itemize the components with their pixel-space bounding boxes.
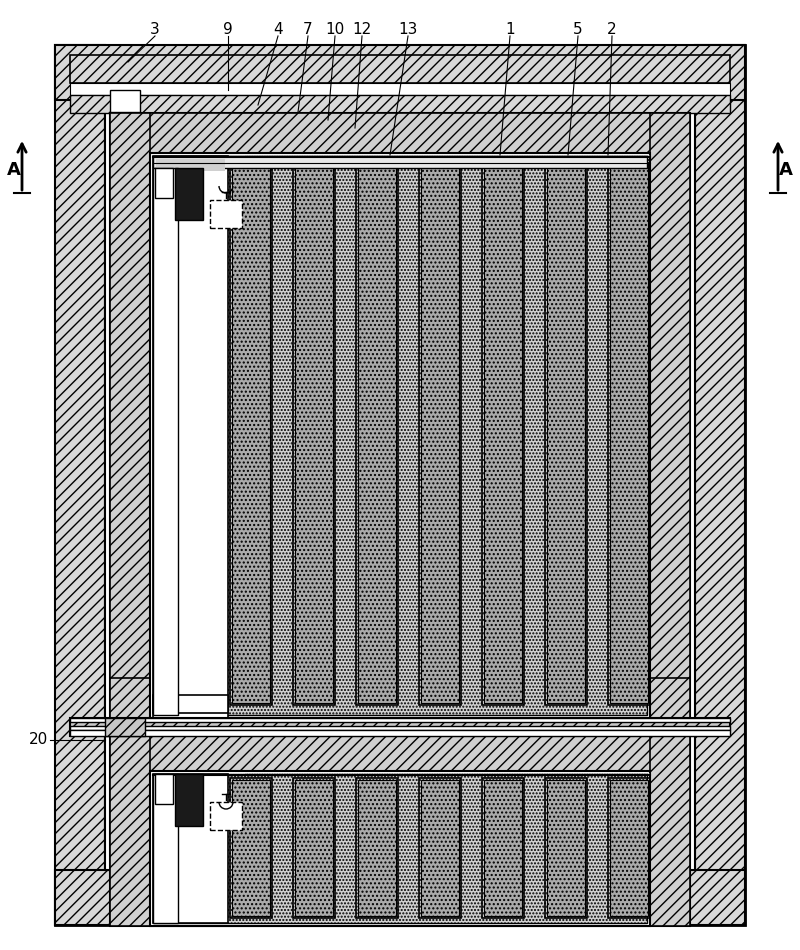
Bar	[171, 834, 197, 917]
Bar	[230, 778, 272, 918]
Bar	[608, 778, 650, 918]
Bar	[110, 736, 150, 926]
Bar	[110, 113, 690, 718]
Bar	[70, 95, 730, 113]
Bar	[547, 162, 585, 703]
Bar	[419, 160, 461, 705]
Bar	[482, 778, 524, 918]
Bar	[70, 718, 730, 722]
Bar	[210, 200, 242, 228]
Bar	[545, 778, 587, 918]
Bar	[150, 153, 650, 718]
Text: 1: 1	[505, 23, 515, 37]
Text: 3: 3	[150, 23, 160, 37]
Bar	[110, 736, 690, 926]
Text: 5: 5	[573, 23, 583, 37]
Bar	[55, 45, 105, 925]
Bar	[232, 780, 270, 916]
Bar	[170, 280, 196, 705]
Bar	[105, 100, 695, 870]
Text: 13: 13	[398, 23, 418, 37]
Bar	[70, 726, 730, 730]
Bar	[419, 778, 461, 918]
Bar	[484, 780, 522, 916]
Bar	[70, 83, 730, 95]
Bar	[293, 160, 335, 705]
Bar	[230, 160, 272, 705]
Bar	[232, 162, 270, 703]
Bar	[650, 736, 690, 926]
Bar	[201, 281, 227, 704]
Bar	[356, 160, 398, 705]
Bar	[608, 160, 650, 705]
Bar	[156, 159, 225, 171]
Bar	[153, 774, 228, 923]
Bar	[545, 160, 587, 705]
Bar	[153, 695, 228, 713]
Text: 10: 10	[326, 23, 345, 37]
Bar	[293, 778, 335, 918]
Text: 9: 9	[223, 23, 233, 37]
Bar	[110, 113, 150, 718]
Text: 4: 4	[273, 23, 283, 37]
Bar	[358, 162, 396, 703]
Bar	[110, 90, 140, 112]
Bar	[695, 45, 745, 925]
Bar	[484, 162, 522, 703]
Bar	[105, 718, 145, 736]
Bar	[421, 162, 459, 703]
Bar	[153, 156, 228, 721]
Bar	[421, 780, 459, 916]
Bar	[200, 833, 226, 918]
Bar	[70, 718, 730, 736]
Bar	[150, 771, 650, 926]
Bar	[210, 802, 242, 830]
Text: 12: 12	[352, 23, 372, 37]
Text: 20: 20	[28, 732, 48, 748]
Bar	[110, 736, 690, 771]
Bar	[153, 774, 178, 923]
Bar	[155, 168, 173, 198]
Bar	[153, 156, 647, 715]
Bar	[153, 774, 647, 923]
Bar	[610, 780, 648, 916]
Bar	[55, 45, 745, 925]
Bar	[201, 834, 227, 917]
Text: 7: 7	[303, 23, 313, 37]
Bar	[547, 780, 585, 916]
Bar	[171, 281, 197, 704]
Bar	[55, 45, 745, 100]
Bar	[356, 778, 398, 918]
Bar	[55, 870, 745, 925]
Bar	[70, 730, 730, 736]
Bar	[650, 113, 690, 718]
Bar	[110, 113, 690, 153]
Bar	[175, 774, 203, 826]
Bar	[610, 162, 648, 703]
Bar	[155, 774, 173, 804]
Bar	[295, 780, 333, 916]
Bar	[153, 168, 178, 715]
Bar	[170, 833, 196, 918]
Bar	[200, 280, 226, 705]
Bar	[358, 780, 396, 916]
Text: A: A	[779, 161, 793, 179]
Bar	[110, 678, 690, 718]
Bar	[482, 160, 524, 705]
Text: 2: 2	[607, 23, 617, 37]
Text: A: A	[7, 161, 21, 179]
Bar	[70, 55, 730, 83]
Bar	[153, 156, 647, 168]
Bar	[175, 168, 203, 220]
Bar	[295, 162, 333, 703]
